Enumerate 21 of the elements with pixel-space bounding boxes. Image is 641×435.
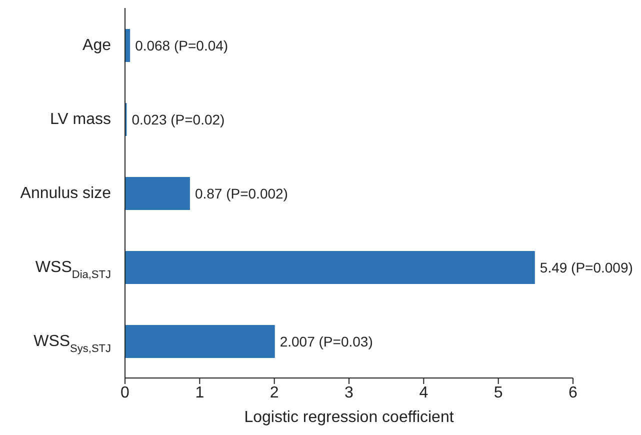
y-tick-label: WSS$_{Sys,STJ}$ [34, 333, 111, 355]
x-tick-label: 2 [270, 384, 279, 402]
x-tick-label: 1 [195, 384, 204, 402]
data-label: 0.87 (P=0.002) [194, 186, 288, 202]
x-axis-title: Logistic regression coefficient [244, 409, 454, 426]
y-tick-label: LV mass [50, 111, 111, 128]
data-label: 0.068 (P=0.04) [135, 38, 228, 54]
y-tick-label: WSS$_{Dia,STJ}$ [35, 259, 111, 281]
x-tick-label: 3 [344, 384, 354, 402]
data-label: 5.49 (P=0.009) [540, 260, 633, 276]
bar [125, 251, 535, 284]
x-tick-label: 4 [419, 384, 428, 402]
bar [125, 325, 275, 358]
data-label: 2.007 (P=0.03) [280, 334, 373, 350]
y-tick-label: Age [82, 37, 112, 54]
x-tick-label: 0 [120, 384, 130, 402]
bar [125, 177, 190, 210]
x-tick-label: 6 [568, 384, 578, 402]
y-tick-label: Annulus size [20, 185, 112, 202]
x-tick-label: 5 [494, 384, 503, 402]
data-label: 0.023 (P=0.02) [132, 112, 225, 128]
